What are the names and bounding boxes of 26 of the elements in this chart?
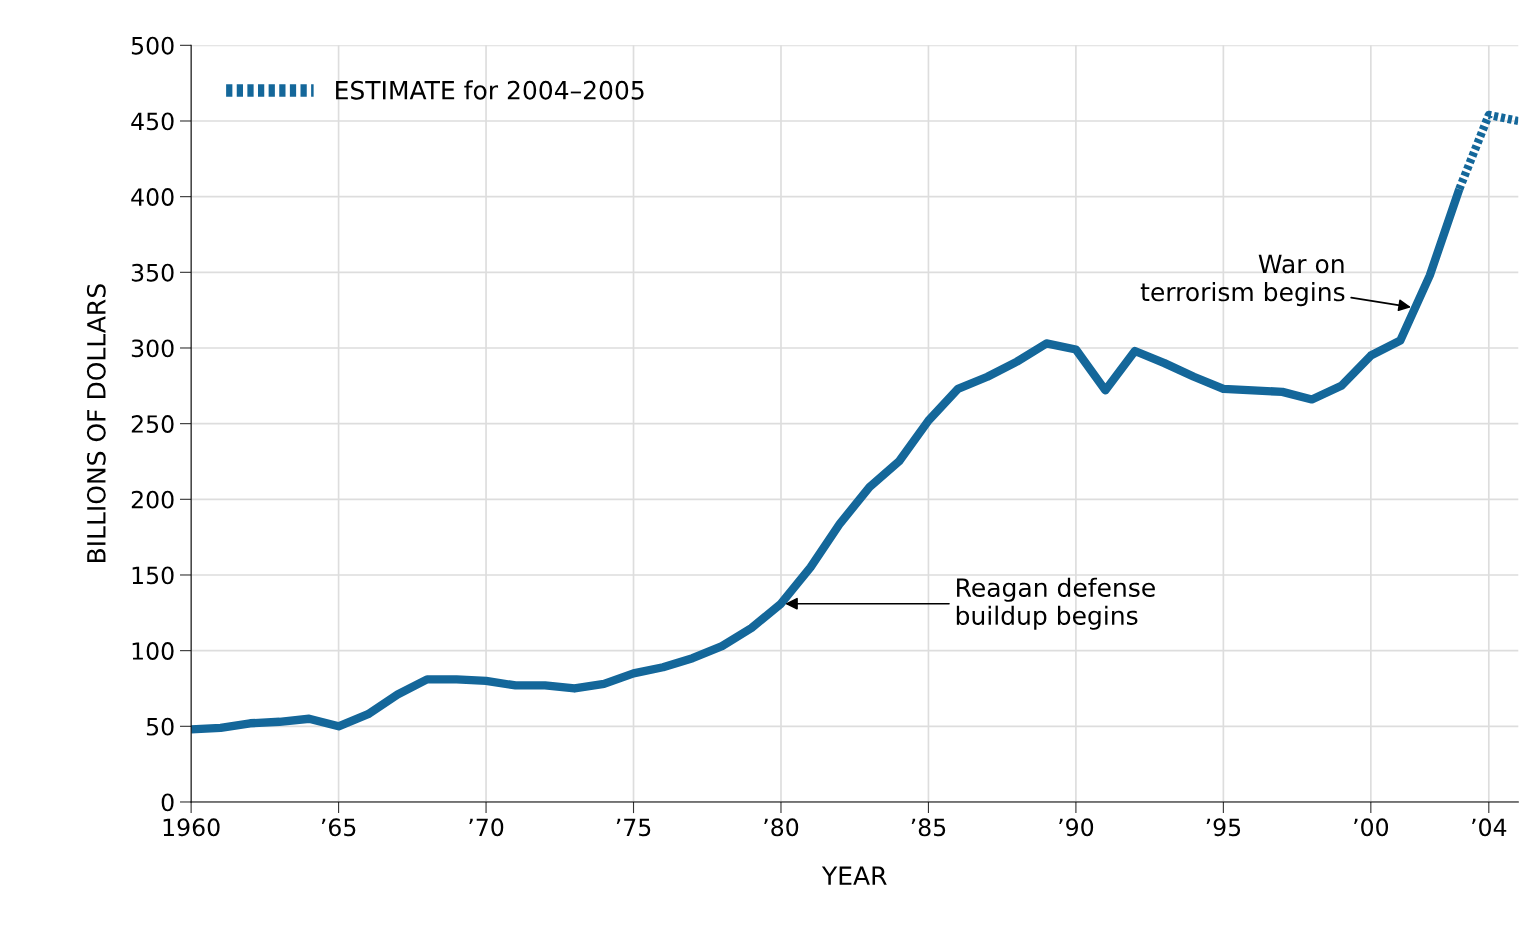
x-tick-label: ’80 bbox=[764, 818, 799, 837]
legend-label: ESTIMATE for 2004–2005 bbox=[336, 80, 644, 100]
x-tick-label: ’90 bbox=[1059, 818, 1094, 837]
y-axis-title: BILLIONS OF DOLLARS bbox=[86, 284, 106, 563]
x-tick-label: ’95 bbox=[1206, 818, 1241, 837]
x-tick-label: ’70 bbox=[469, 818, 504, 837]
x-tick-label: ’04 bbox=[1472, 818, 1507, 837]
y-tick-label: 0 bbox=[161, 793, 174, 812]
y-tick-label: 50 bbox=[146, 717, 174, 736]
y-tick-label: 100 bbox=[132, 642, 174, 660]
annotation: War on terrorism begins bbox=[1140, 254, 1345, 307]
x-tick-label: ’00 bbox=[1354, 818, 1389, 837]
y-tick-label: 200 bbox=[131, 490, 174, 509]
y-tick-label: 400 bbox=[131, 188, 174, 206]
y-tick-label: 450 bbox=[131, 112, 174, 131]
x-tick-label: ’65 bbox=[321, 818, 356, 837]
x-axis-title: YEAR bbox=[821, 866, 887, 885]
y-tick-label: 500 bbox=[131, 36, 174, 55]
x-tick-label: ’75 bbox=[616, 818, 651, 837]
x-tick-label: 1960 bbox=[163, 818, 220, 837]
y-tick-label: 150 bbox=[132, 566, 174, 585]
annotation: Reagan defense buildup begins bbox=[956, 577, 1155, 630]
y-tick-label: 350 bbox=[131, 263, 174, 282]
y-tick-label: 250 bbox=[131, 415, 174, 433]
x-tick-label: ’85 bbox=[911, 818, 946, 837]
y-tick-label: 300 bbox=[131, 339, 174, 358]
